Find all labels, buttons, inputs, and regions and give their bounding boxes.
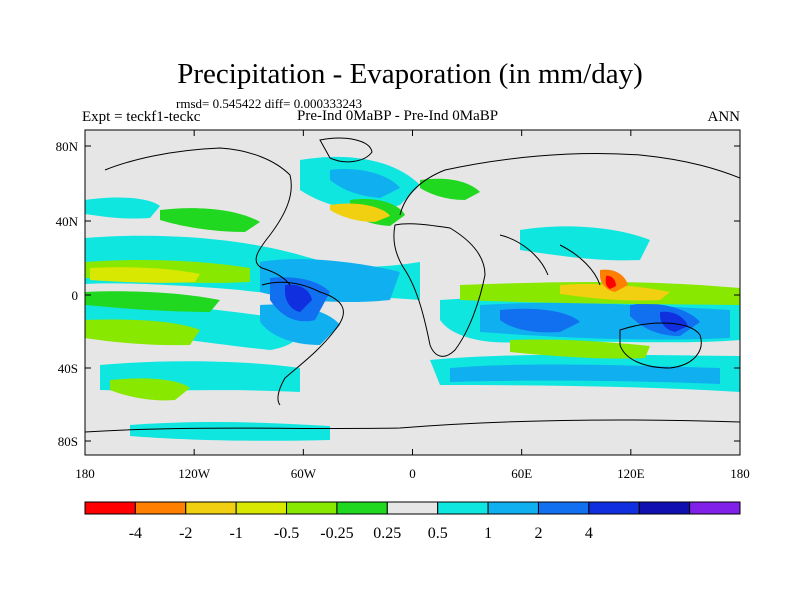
colorbar-segment-12 [689,501,741,515]
lon-label-5: 120E [617,466,645,481]
season-label: ANN [707,109,741,125]
colorbar-segment-7 [437,501,489,515]
colorbar: -4 -2 -1 -0.5 -0.25 0.25 0.5 1 2 4 [84,501,741,542]
plot-title: Precipitation - Evaporation (in mm/day) [177,58,643,90]
lon-label-6: 180 [730,466,750,481]
lon-label-3: 0 [409,466,416,481]
colorbar-segment-4 [286,501,338,515]
colorbar-label-4: -0.25 [320,525,353,542]
experiment-label: Expt = teckf1-teckc [82,109,201,125]
lat-label-3: 40S [58,361,78,376]
colorbar-label-5: 0.25 [373,525,401,542]
colorbar-segment-5 [336,501,388,515]
lat-label-1: 40N [56,214,79,229]
colorbar-segment-11 [638,501,691,515]
lon-label-0: 180 [75,466,95,481]
colorbar-segment-9 [537,501,590,515]
colorbar-label-3: -0.5 [274,525,299,542]
colorbar-label-7: 1 [484,525,492,542]
colorbar-segment-3 [235,501,288,515]
lat-label-4: 80S [58,434,78,449]
lat-label-0: 80N [56,139,79,154]
colorbar-label-1: -2 [179,525,192,542]
colorbar-segment-2 [185,501,237,515]
colorbar-label-8: 2 [534,525,542,542]
colorbar-segment-0 [84,501,136,515]
colorbar-label-0: -4 [129,525,142,542]
colorbar-label-2: -1 [229,525,242,542]
axis-ticks [84,130,741,455]
colorbar-segment-6 [386,501,439,515]
lon-label-4: 60E [511,466,532,481]
colorbar-segment-8 [487,501,539,515]
lon-labels: 180 120W 60W 0 60E 120E 180 [75,466,750,481]
colorbar-segment-1 [134,501,187,515]
coastlines [85,137,740,433]
lat-label-2: 0 [72,288,79,303]
lon-label-2: 60W [291,466,317,481]
comparison-label: Pre-Ind 0MaBP - Pre-Ind 0MaBP [297,108,499,124]
colorbar-segment-10 [588,501,640,515]
colorbar-label-6: 0.5 [428,525,448,542]
lon-label-1: 120W [178,466,211,481]
colorbar-label-9: 4 [585,525,593,542]
lat-labels: 80N 40N 0 40S 80S [56,139,79,449]
stats-label: rmsd= 0.545422 diff= 0.000333243 [176,96,362,111]
pe-field [85,156,740,441]
